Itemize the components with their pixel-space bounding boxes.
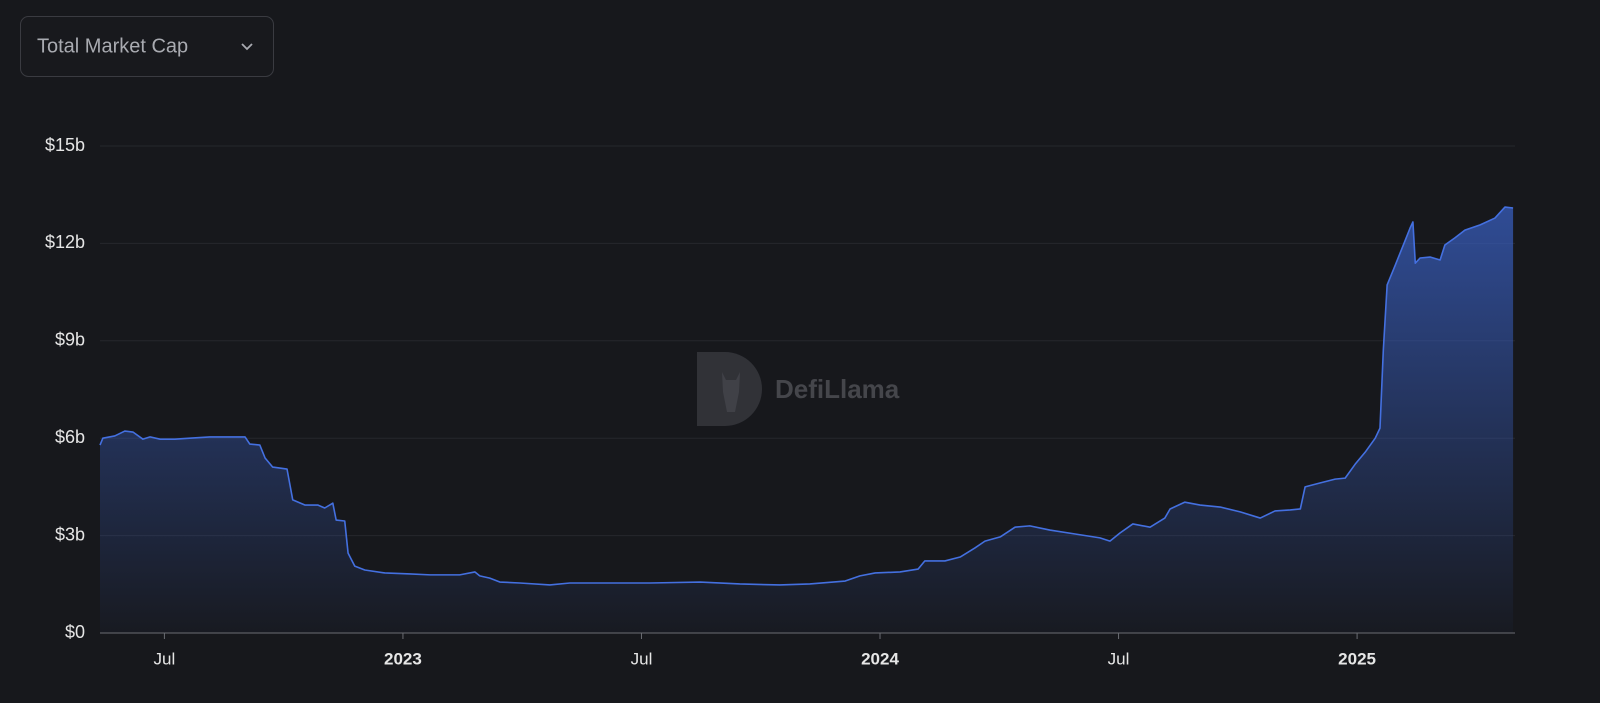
x-tick-label: Jul (1108, 649, 1130, 668)
watermark: DefiLlama (697, 352, 900, 426)
y-tick-label: $15b (45, 135, 85, 155)
selector-label[interactable]: Total Market Cap (37, 35, 188, 57)
x-tick-label: Jul (631, 649, 653, 668)
y-tick-label: $9b (55, 330, 85, 350)
y-tick-label: $0 (65, 622, 85, 642)
watermark-text: DefiLlama (775, 374, 900, 404)
y-tick-label: $6b (55, 427, 85, 447)
chevron[interactable] (241, 43, 253, 51)
area-fill (100, 207, 1514, 634)
x-tick-label: Jul (154, 649, 176, 668)
metric-selector[interactable]: Total Market Cap (20, 16, 274, 77)
plot: $0 $3b $6b $9b $12b $15b Jul 2023 Jul 2024 Jul 2025 (45, 135, 1515, 668)
x-tick-label: 2023 (384, 649, 422, 668)
x-tick-label: 2024 (861, 649, 899, 668)
watermark-llama (722, 372, 740, 412)
y-tick-label: $12b (45, 232, 85, 252)
y-tick-label: $3b (55, 524, 85, 544)
x-tick-label: 2025 (1338, 649, 1376, 668)
selector-box[interactable] (20, 16, 274, 77)
line (99, 206, 1514, 586)
